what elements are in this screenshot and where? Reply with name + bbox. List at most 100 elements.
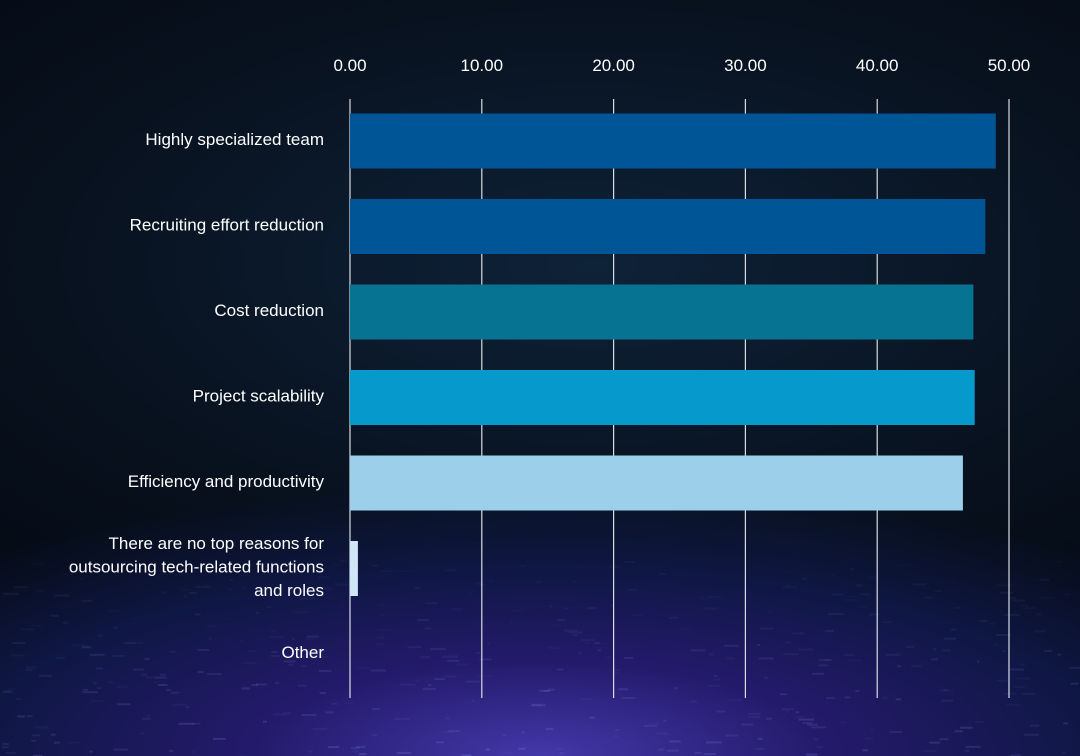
background-dot <box>32 754 43 756</box>
background-dot <box>964 749 970 752</box>
background-dot <box>813 738 819 741</box>
background-dot <box>371 564 379 567</box>
background-dot <box>989 622 995 625</box>
background-dot <box>802 577 808 580</box>
background-dot <box>831 593 844 596</box>
background-dot <box>419 656 430 659</box>
background-dot <box>611 672 620 675</box>
background-dot <box>1062 751 1066 754</box>
background-dot <box>924 596 934 599</box>
background-dot <box>355 745 366 748</box>
background-dot <box>113 626 118 629</box>
background-dot <box>1057 653 1062 656</box>
background-dot <box>476 674 493 677</box>
background-dot <box>502 734 506 737</box>
background-dot <box>931 658 938 661</box>
background-dot <box>372 708 380 711</box>
background-dot <box>847 659 862 662</box>
background-dot <box>538 689 551 692</box>
background-dot <box>819 659 832 661</box>
background-dot <box>885 653 901 656</box>
background-dot <box>690 649 706 652</box>
background-dot <box>115 685 128 688</box>
background-dot <box>766 717 772 720</box>
background-dot <box>690 700 698 703</box>
background-dot <box>447 730 461 732</box>
background-dot <box>62 621 68 624</box>
bar <box>350 370 975 425</box>
background-dot <box>271 651 277 654</box>
background-dot <box>154 676 167 679</box>
background-dot <box>657 748 665 751</box>
background-dot <box>994 644 999 647</box>
background-dot <box>142 717 151 720</box>
background-dot <box>318 576 329 579</box>
background-dot <box>325 711 335 714</box>
background-dot <box>764 676 768 679</box>
background-dot <box>1003 692 1017 695</box>
background-dot <box>1070 682 1079 685</box>
background-dot <box>824 630 834 633</box>
background-dot <box>911 665 922 668</box>
background-dot <box>996 634 1012 636</box>
background-dot <box>82 688 88 691</box>
background-dot <box>1015 677 1031 680</box>
background-dot <box>72 644 88 647</box>
category-label: Efficiency and productivity <box>128 472 325 491</box>
background-dot <box>939 689 953 692</box>
background-dot <box>320 587 333 590</box>
background-dot <box>241 566 243 569</box>
background-dot <box>241 687 250 690</box>
background-dot <box>319 692 327 695</box>
category-label: There are no top reasons for outsourcing … <box>69 534 324 600</box>
background-dot <box>543 690 549 692</box>
background-dot <box>112 654 126 657</box>
background-dot <box>287 663 294 666</box>
background-dot <box>756 644 761 646</box>
background-dot <box>376 636 385 639</box>
background-dot <box>669 616 678 619</box>
background-dot <box>301 714 317 716</box>
background-dot <box>759 657 774 660</box>
background-dot <box>656 732 669 735</box>
background-dot <box>3 690 11 693</box>
background-dot <box>954 606 961 609</box>
background-dot <box>68 741 81 744</box>
background-dot <box>442 655 458 658</box>
bar <box>350 541 358 596</box>
background-dot <box>5 751 17 754</box>
background-dot <box>372 734 378 737</box>
background-dot <box>545 727 554 730</box>
bar <box>350 455 963 511</box>
background-dot <box>26 715 33 718</box>
category-label-line: Cost reduction <box>214 301 324 320</box>
background-dot <box>96 667 103 670</box>
background-dot <box>2 743 9 746</box>
background-dot <box>19 628 34 631</box>
background-dot <box>3 592 20 595</box>
background-dot <box>15 698 23 701</box>
background-dot <box>256 683 268 686</box>
y-axis-category-labels: Highly specialized team Recruiting effort… <box>69 130 325 662</box>
bar <box>350 284 974 340</box>
background-dot <box>31 739 36 742</box>
background-dot <box>555 748 563 751</box>
background-dot <box>339 560 348 563</box>
background-dot <box>1008 668 1024 671</box>
background-dot <box>32 734 41 737</box>
background-dot <box>882 621 892 624</box>
background-dot <box>270 655 280 657</box>
background-dot <box>475 582 483 585</box>
background-dot <box>580 639 595 642</box>
background-dot <box>393 717 410 720</box>
background-dot <box>195 585 211 588</box>
background-dot <box>694 751 702 754</box>
background-dot <box>13 586 28 589</box>
background-dot <box>791 632 805 635</box>
background-dot <box>153 681 159 684</box>
background-dot <box>12 642 26 644</box>
background-dot <box>667 749 680 752</box>
background-dot <box>327 746 340 749</box>
background-dot <box>145 676 156 679</box>
